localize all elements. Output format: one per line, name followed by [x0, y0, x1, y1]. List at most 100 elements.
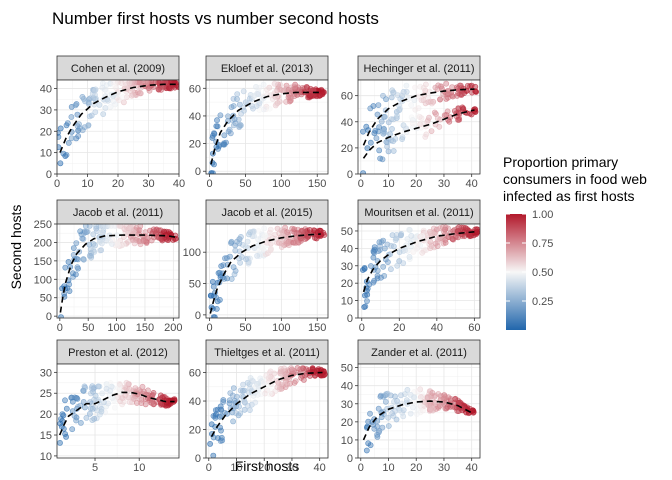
- scatter-point: [249, 103, 255, 109]
- scatter-point: [85, 101, 92, 107]
- scatter-point: [308, 90, 314, 97]
- y-tick-label: 100: [183, 247, 201, 259]
- scatter-point: [306, 226, 313, 233]
- scatter-point: [100, 111, 107, 117]
- scatter-point: [385, 119, 392, 126]
- x-tick-label: 30: [438, 462, 450, 474]
- scatter-point: [371, 246, 378, 253]
- scatter-point: [393, 416, 400, 423]
- scatter-point: [470, 409, 477, 415]
- scatter-point: [444, 404, 451, 410]
- scatter-point: [397, 232, 404, 239]
- scatter-point: [399, 409, 406, 416]
- scatter-point: [107, 103, 114, 110]
- scatter-point: [317, 92, 324, 99]
- scatter-point: [473, 230, 480, 236]
- scatter-point: [83, 229, 90, 235]
- y-tick-label: 50: [341, 363, 353, 375]
- scatter-point: [68, 394, 75, 401]
- scatter-point: [238, 254, 245, 260]
- scatter-point: [209, 134, 216, 141]
- facet-strip-label: Ekloef et al. (2013): [221, 63, 313, 75]
- x-tick-label: 50: [239, 322, 251, 334]
- scatter-point: [317, 227, 324, 234]
- scatter-point: [238, 110, 244, 117]
- scatter-point: [234, 91, 241, 97]
- scatter-point: [139, 383, 146, 390]
- scatter-point: [241, 107, 247, 114]
- y-tick-label: 20: [40, 409, 52, 421]
- scatter-point: [396, 249, 403, 255]
- scatter-point: [78, 419, 84, 426]
- scatter-point: [440, 395, 447, 402]
- x-tick-label: 5: [92, 462, 98, 474]
- scatter-point: [120, 94, 126, 101]
- facet-strip: [205, 55, 329, 81]
- scatter-point: [97, 411, 103, 418]
- scatter-point: [223, 255, 230, 261]
- scatter-point: [377, 393, 384, 400]
- scatter-point: [86, 224, 93, 229]
- scatter-point: [216, 296, 223, 303]
- scatter-point: [427, 406, 434, 412]
- scatter-point: [165, 237, 171, 243]
- y-tick-label: 0: [46, 169, 52, 181]
- panel-thieltges-et-al-2011: Thieltges et al. (2011) 0 10 20 30 40 0 20 40 60: [189, 339, 329, 474]
- scatter-point: [156, 80, 163, 86]
- scatter-point: [383, 96, 389, 103]
- scatter-point: [264, 242, 271, 248]
- scatter-point: [371, 130, 378, 137]
- x-tick-label: 50: [239, 178, 251, 190]
- x-tick-label: 20: [393, 322, 405, 334]
- x-tick-label: 30: [286, 462, 298, 474]
- scatter-point: [269, 96, 276, 102]
- scatter-point: [426, 114, 432, 121]
- scatter-point: [73, 255, 80, 262]
- scatter-point: [388, 242, 394, 249]
- scatter-point: [385, 148, 392, 155]
- facet-strip: [56, 55, 180, 81]
- legend-colorbar: [506, 214, 526, 330]
- scatter-point: [364, 298, 370, 304]
- scatter-point: [57, 144, 62, 151]
- scatter-point: [101, 399, 107, 406]
- scatter-point: [80, 388, 87, 394]
- scatter-point: [210, 170, 216, 174]
- facet-strip: [357, 199, 481, 225]
- scatter-point: [104, 235, 111, 242]
- y-tick-label: 50: [341, 226, 353, 238]
- scatter-point: [57, 134, 62, 140]
- scatter-point: [74, 396, 81, 402]
- scatter-point: [363, 447, 370, 454]
- scatter-point: [142, 229, 149, 236]
- scatter-point: [58, 314, 64, 318]
- trend-line: [59, 83, 176, 153]
- x-tick-label: 0: [207, 178, 213, 190]
- y-tick-label: 30: [341, 261, 353, 273]
- x-tick-label: 0: [358, 178, 364, 190]
- facet-strip-label: Zander et al. (2011): [371, 347, 467, 359]
- scatter-point: [133, 400, 140, 406]
- scatter-point: [408, 232, 415, 239]
- scatter-point: [125, 394, 132, 401]
- scatter-point: [468, 82, 475, 89]
- scatter-point: [247, 385, 253, 392]
- scatter-point: [420, 84, 427, 91]
- scatter-point: [252, 383, 259, 390]
- scatter-point: [389, 410, 396, 417]
- scatter-point: [103, 82, 110, 88]
- scatter-point: [227, 390, 234, 396]
- facet-strip-label: Jacob et al. (2015): [221, 207, 312, 219]
- scatter-point: [89, 417, 96, 423]
- scatter-point: [85, 122, 92, 129]
- x-axis-title: First hosts: [235, 458, 300, 474]
- scatter-point: [460, 224, 467, 231]
- scatter-point: [425, 99, 432, 106]
- scatter-point: [461, 403, 468, 410]
- scatter-point: [390, 89, 396, 96]
- scatter-point: [227, 253, 233, 260]
- y-tick-label: 60: [189, 83, 201, 95]
- scatter-point: [110, 80, 117, 86]
- facet-strip: [205, 339, 329, 365]
- scatter-point: [236, 122, 243, 129]
